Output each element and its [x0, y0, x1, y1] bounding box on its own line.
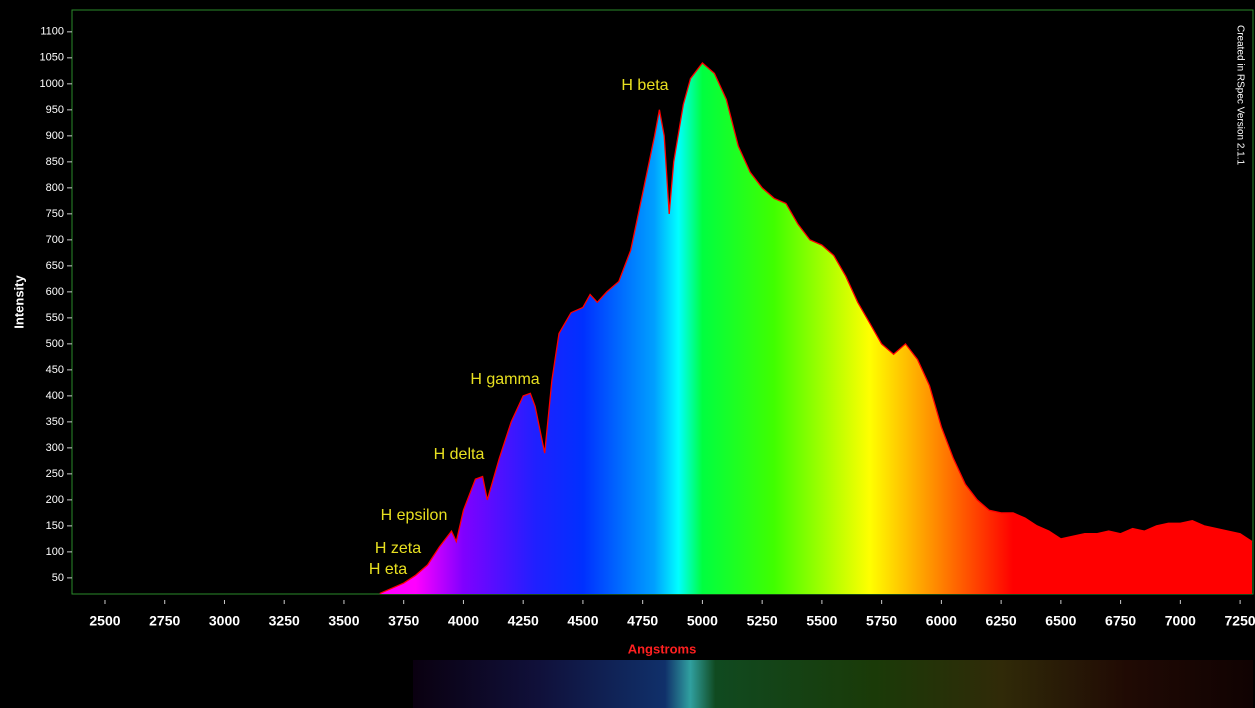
- y-tick-label: 150: [46, 520, 64, 532]
- y-tick-label: 250: [46, 468, 64, 480]
- y-tick-label: 400: [46, 390, 64, 402]
- y-tick-label: 900: [46, 130, 64, 142]
- y-tick-label: 1050: [40, 52, 64, 64]
- x-tick-label: 2750: [149, 613, 180, 629]
- x-tick-label: 4250: [508, 613, 539, 629]
- x-tick-label: 3000: [209, 613, 240, 629]
- y-tick-label: 650: [46, 260, 64, 272]
- x-tick-label: 6250: [986, 613, 1017, 629]
- annotation: H eta: [369, 561, 407, 578]
- x-tick-label: 6500: [1045, 613, 1076, 629]
- y-tick-label: 600: [46, 286, 64, 298]
- x-tick-label: 3250: [269, 613, 300, 629]
- y-tick-label: 350: [46, 416, 64, 428]
- y-tick-label: 700: [46, 234, 64, 246]
- chart: Intensity Angstroms Created in RSpec Ver…: [0, 0, 1255, 708]
- y-tick-label: 1100: [40, 26, 64, 38]
- x-tick-label: 7000: [1165, 613, 1196, 629]
- x-tick-label: 6750: [1105, 613, 1136, 629]
- y-tick-label: 100: [46, 546, 64, 558]
- x-tick-label: 5750: [866, 613, 897, 629]
- credit: Created in RSpec Version 2.1.1: [1234, 25, 1245, 166]
- annotation: H zeta: [375, 540, 421, 557]
- y-tick-label: 950: [46, 104, 64, 116]
- x-tick-label: 5000: [687, 613, 718, 629]
- x-tick-label: 5500: [806, 613, 837, 629]
- x-tick-label: 4500: [567, 613, 598, 629]
- y-tick-label: 1000: [40, 78, 64, 90]
- annotation: H gamma: [470, 371, 539, 388]
- y-tick-label: 550: [46, 312, 64, 324]
- x-axis-title: Angstroms: [628, 641, 697, 656]
- y-tick-label: 200: [46, 494, 64, 506]
- annotation: H epsilon: [381, 507, 448, 524]
- x-tick-label: 6000: [926, 613, 957, 629]
- x-tick-label: 2500: [89, 613, 120, 629]
- x-tick-label: 7250: [1225, 613, 1255, 629]
- x-tick-label: 4750: [627, 613, 658, 629]
- x-tick-label: 5250: [747, 613, 778, 629]
- y-tick-label: 850: [46, 156, 64, 168]
- y-tick-label: 300: [46, 442, 64, 454]
- y-tick-label: 750: [46, 208, 64, 220]
- area: [380, 63, 1252, 594]
- y-tick-label: 50: [52, 572, 64, 584]
- x-tick-label: 4000: [448, 613, 479, 629]
- y-axis-title: Intensity: [11, 275, 26, 329]
- y-tick-label: 450: [46, 364, 64, 376]
- x-tick-label: 3500: [328, 613, 359, 629]
- x-tick-label: 3750: [388, 613, 419, 629]
- annotation: H delta: [434, 446, 485, 463]
- y-tick-label: 500: [46, 338, 64, 350]
- spectrum-strip: [413, 660, 1253, 708]
- annotation: H beta: [621, 77, 668, 94]
- y-tick-label: 800: [46, 182, 64, 194]
